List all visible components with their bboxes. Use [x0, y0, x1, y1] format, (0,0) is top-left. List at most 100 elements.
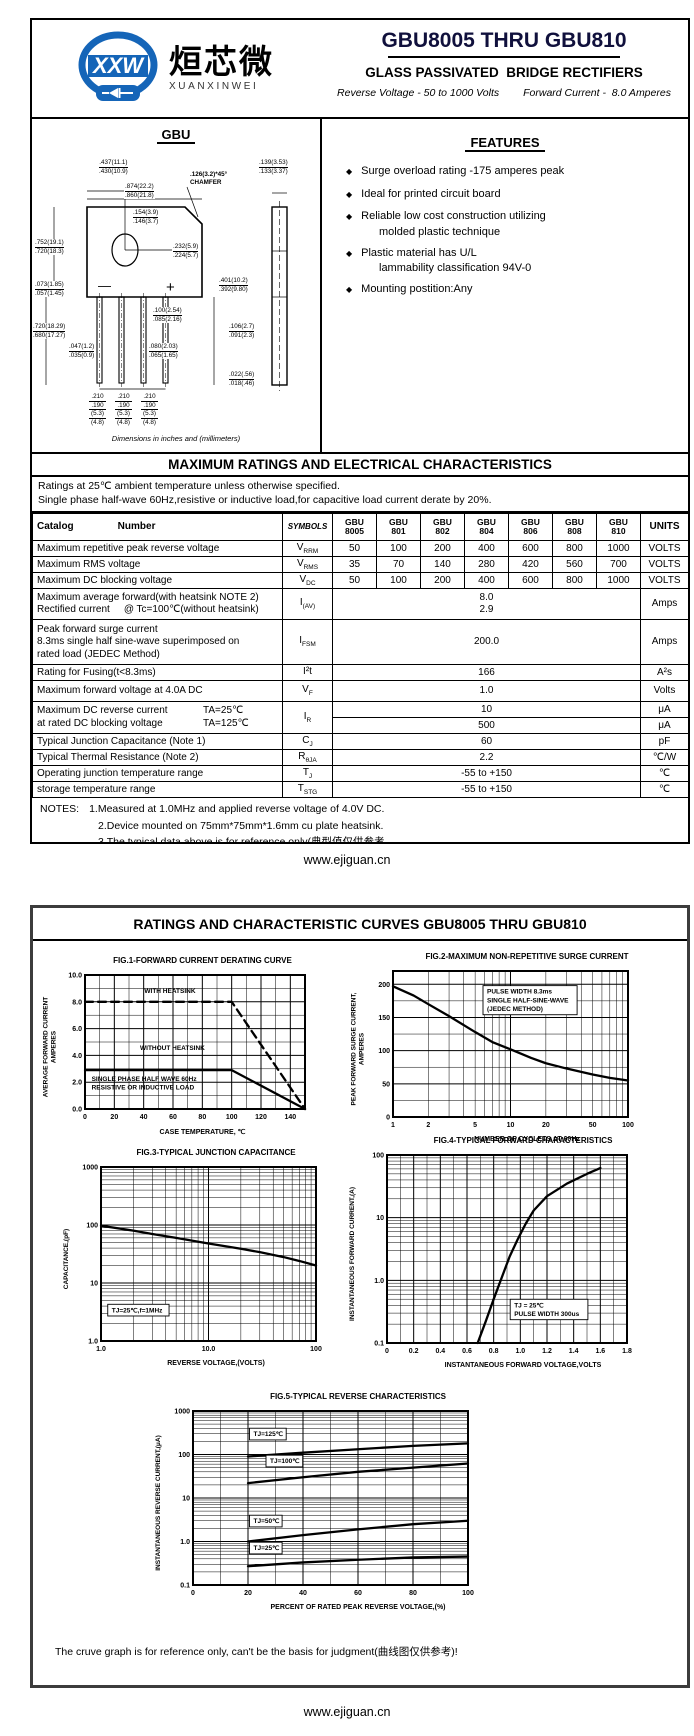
fig3-junction-capacitance: FIG.3-TYPICAL JUNCTION CAPACITANCE CAPAC…: [59, 1148, 359, 1367]
svg-text:1: 1: [391, 1122, 395, 1129]
features-list: ◆ Surge overload rating -175 amperes peak…: [322, 165, 688, 297]
dim-lead-pitch-2: .210.190 (5.3) (4.8): [115, 393, 132, 427]
bullet-icon: ◆: [346, 285, 353, 295]
title-rule: [388, 56, 620, 58]
svg-text:6.0: 6.0: [72, 1026, 82, 1033]
ratings-condition-1: Ratings at 25℃ ambient temperature unles…: [38, 480, 340, 492]
svg-text:1.0: 1.0: [374, 1278, 384, 1285]
svg-text:1.4: 1.4: [569, 1348, 579, 1355]
brand-block: XXW 烜芯微 XUANXINWEI: [32, 20, 320, 117]
svg-text:50: 50: [382, 1081, 390, 1088]
svg-text:80: 80: [409, 1590, 417, 1597]
package-drawing: — + .437(11.1) .430(10.9) .874(22.2) .860(…: [32, 147, 320, 447]
datasheet-page-2: RATINGS AND CHARACTERISTIC CURVES GBU800…: [30, 905, 690, 1688]
dim-874: .874(22.2) .860(21.8): [124, 183, 155, 200]
feature-item: ◆ Plastic material has U/L: [346, 246, 477, 259]
table-row-vrms: Maximum RMS voltage VRMS 35 70 140 280 420…: [32, 556, 688, 574]
ratings-heading: MAXIMUM RATINGS AND ELECTRICAL CHARACTER…: [32, 454, 688, 477]
fig4-y-axis-label: INSTANTANEOUS FORWARD CURRENT,(A): [348, 1187, 356, 1321]
tagline-reverse-voltage: Reverse Voltage - 50 to 1000 Volts: [337, 87, 500, 99]
fig4-chart: 0 0.2 0.4 0.6 0.8 1.0 1.2 1.4 1.6 1.8 0.1 1.0 10 100 T…: [372, 1153, 632, 1356]
svg-text:TJ=50℃: TJ=50℃: [254, 1517, 281, 1525]
svg-text:0: 0: [83, 1114, 87, 1121]
feature-item: ◆ Ideal for printed circuit board: [346, 187, 501, 200]
svg-text:100: 100: [86, 1223, 98, 1230]
dim-022: .022(.56) .018(.46): [228, 371, 256, 388]
dim-lead-pitch-3: .210.190 (5.3) (4.8): [141, 393, 158, 427]
table-row-cj: Typical Junction Capacitance (Note 1) CJ…: [32, 733, 688, 751]
svg-text:60: 60: [169, 1114, 177, 1121]
fig4-x-axis-label: INSTANTANEOUS FORWARD VOLTAGE,VOLTS: [444, 1362, 602, 1369]
svg-text:0.1: 0.1: [180, 1583, 190, 1590]
svg-text:1000: 1000: [174, 1409, 190, 1416]
bullet-icon: ◆: [346, 212, 353, 222]
svg-text:100: 100: [378, 1048, 390, 1055]
feature-item: ◆ Mounting postition:Any: [346, 283, 473, 296]
features-heading: FEATURES: [465, 135, 545, 152]
svg-text:1.0: 1.0: [96, 1346, 106, 1353]
fig5-reverse-characteristics: FIG.5-TYPICAL REVERSE CHARACTERISTICS IN…: [151, 1392, 551, 1611]
curves-heading: RATINGS AND CHARACTERISTIC CURVES GBU800…: [33, 908, 687, 941]
svg-text:0.2: 0.2: [409, 1348, 419, 1355]
company-name-cn: 烜芯微: [169, 43, 274, 81]
svg-text:40: 40: [140, 1114, 148, 1121]
svg-text:1.0: 1.0: [88, 1339, 98, 1346]
polarity-plus: +: [166, 279, 175, 296]
svg-text:20: 20: [542, 1122, 550, 1129]
fig1-y-axis-label: AVERAGE FORWARD CURRENT AMPERES: [42, 996, 58, 1098]
dim-lead-pitch-1: .210.190 (5.3) (4.8): [89, 393, 106, 427]
feature-item: ◆ Reliable low cost construction utilizin…: [346, 210, 546, 223]
dim-232: .232(5.9) .224(5.7): [172, 243, 200, 260]
svg-text:10.0: 10.0: [68, 973, 82, 980]
svg-text:1.2: 1.2: [542, 1348, 552, 1355]
svg-text:2.0: 2.0: [72, 1080, 82, 1087]
package-outline-drawing: — +: [45, 186, 288, 391]
bullet-icon: ◆: [346, 189, 353, 199]
dim-chamfer: .126(3.2)*45° CHAMFER: [190, 171, 228, 186]
bullet-icon: ◆: [346, 167, 353, 176]
svg-text:60: 60: [354, 1590, 362, 1597]
svg-text:0: 0: [385, 1348, 389, 1355]
table-row-i2t: Rating for Fusing(t<8.3ms) I²t 166 A²s: [32, 664, 688, 682]
table-row-vrrm: Maximum repetitive peak reverse voltage …: [32, 540, 688, 558]
svg-text:100: 100: [372, 1153, 384, 1160]
svg-text:0.0: 0.0: [72, 1107, 82, 1114]
dim-752: .752(19.1) .720(18.3): [34, 239, 65, 256]
table-row-vf: Maximum forward voltage at 4.0A DC VF 1.…: [32, 680, 688, 703]
dim-073: .073(1.85) .057(1.45): [34, 281, 65, 298]
fig2-y-axis-label: PEAK FORWARD SURGE CURRENT, AMPERES: [350, 992, 366, 1106]
fig2-x-axis-label: NUMBER OF CYCLETS AT 60Hz: [474, 1136, 580, 1143]
table-row-tstg: storage temperature range TSTG -55 to +1…: [32, 781, 688, 799]
svg-text:150: 150: [378, 1015, 390, 1022]
note-1: 1.Measured at 1.0MHz and applied reverse…: [89, 803, 385, 816]
note-2: 2.Device mounted on 75mm*75mm*1.6mm cu p…: [98, 819, 384, 832]
dimensions-caption: Dimensions in inches and (millimeters): [111, 434, 241, 443]
feature-item-cont: molded plastic technique: [379, 225, 501, 238]
svg-text:10: 10: [507, 1122, 515, 1129]
svg-text:0: 0: [386, 1115, 390, 1122]
table-row-ir-25: Maximum DC reverse current TA=25℃ at rate…: [32, 701, 688, 735]
company-name-en: XUANXINWEI: [169, 80, 259, 92]
table-row-rthja: Typical Thermal Resistance (Note 2) RθJA…: [32, 749, 688, 767]
fig1-x-axis-label: CASE TEMPERATURE, ℃: [159, 1129, 246, 1136]
svg-text:1000: 1000: [82, 1165, 98, 1172]
svg-text:10: 10: [376, 1215, 384, 1222]
svg-text:100: 100: [622, 1122, 634, 1129]
ratings-table: Catalog Number SYMBOLS GBU 8005 GBU 801 GBU…: [32, 513, 688, 799]
chamfer-leader-line: [186, 186, 199, 218]
title-block: GBU8005 THRU GBU810 GLASS PASSIVATED BRI…: [320, 20, 688, 117]
table-row-iav: Maximum average forward(with heatsink NO…: [32, 588, 688, 621]
fig1-chart: 0 20 40 60 80 100 120 140 0.0 2.0 4.0 6.0 8.0 10.0 WIT…: [68, 973, 307, 1121]
ratings-conditions: Ratings at 25℃ ambient temperature unles…: [32, 477, 688, 514]
svg-text:TJ=25℃: TJ=25℃: [254, 1544, 281, 1552]
note-3: 3.The typical data above is for referenc…: [98, 835, 385, 844]
table-row-ifsm: Peak forward surge current 8.3ms single …: [32, 619, 688, 666]
subtitle: GLASS PASSIVATED BRIDGE RECTIFIERS: [365, 65, 643, 80]
svg-text:TJ=100℃: TJ=100℃: [270, 1457, 300, 1465]
dim-720: .720(18.29) .680(17.27): [32, 323, 67, 340]
svg-text:TJ=125℃: TJ=125℃: [254, 1430, 284, 1438]
website-url: www.ejiguan.cn: [303, 1705, 391, 1719]
svg-text:TJ=25℃,f=1MHz: TJ=25℃,f=1MHz: [112, 1306, 163, 1314]
